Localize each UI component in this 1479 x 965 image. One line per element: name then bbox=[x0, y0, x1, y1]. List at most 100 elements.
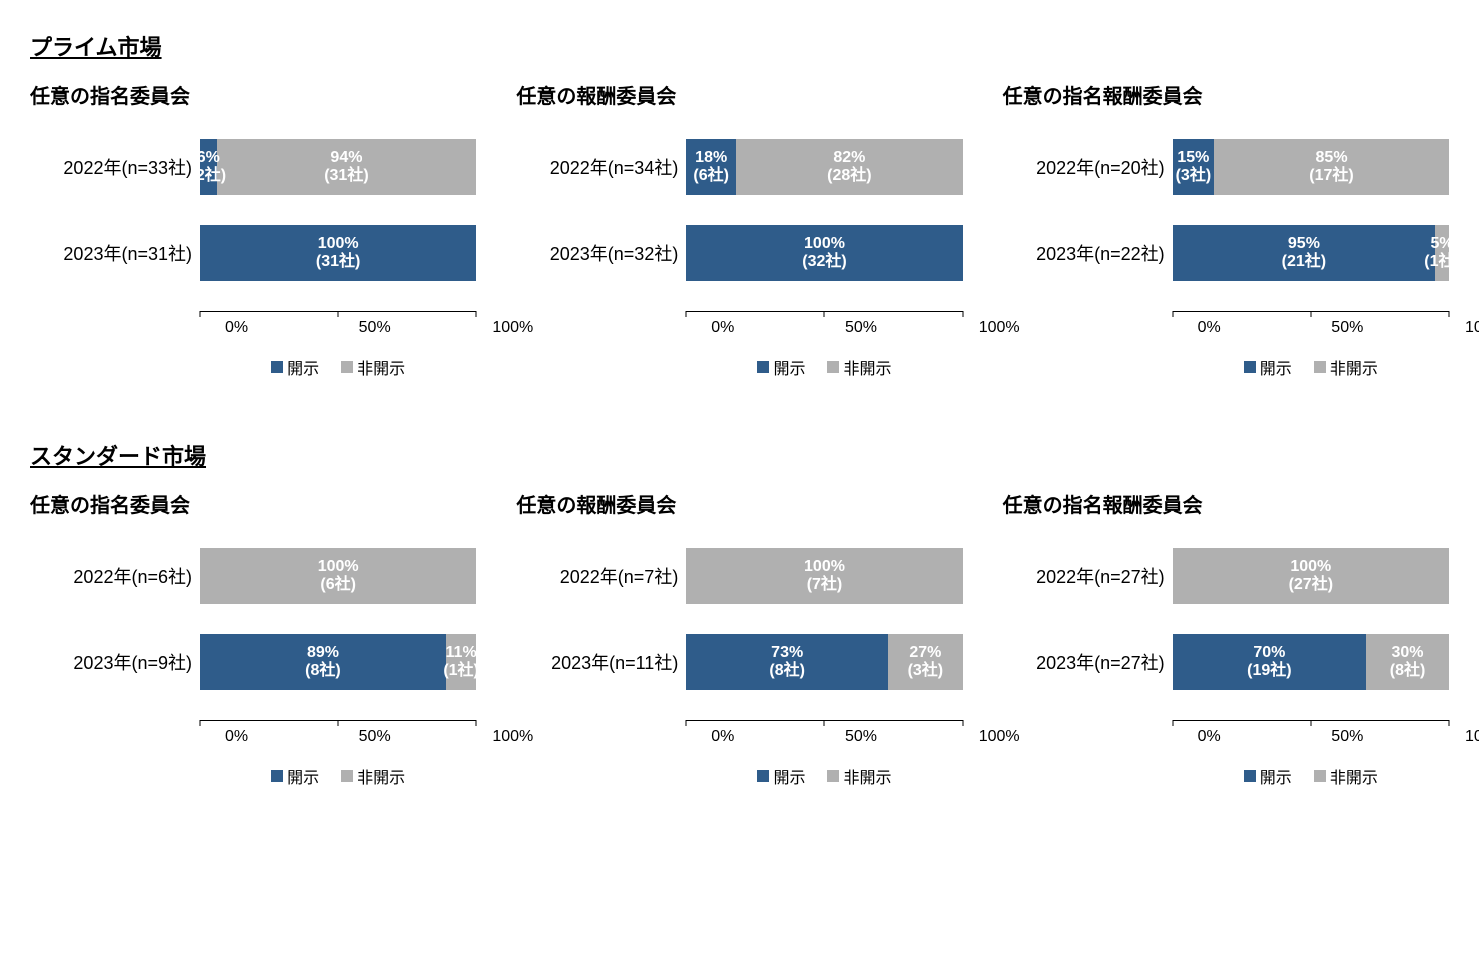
panel-title: 任意の報酬委員会 bbox=[516, 80, 962, 109]
axis-tick-label: 100% bbox=[488, 728, 538, 746]
axis-tick-label: 0% bbox=[698, 319, 748, 337]
axis-tick-label: 100% bbox=[974, 319, 1024, 337]
bar-row: 2022年(n=7社)100%(7社) bbox=[516, 548, 962, 604]
segment-disclosed: 89%(8社) bbox=[200, 634, 446, 690]
bar-row: 2022年(n=27社)100%(27社) bbox=[1003, 548, 1449, 604]
axis-tick: 0% bbox=[1172, 311, 1173, 337]
legend-item-disclosed: 開示 bbox=[757, 355, 805, 379]
axis-tick-label: 0% bbox=[212, 728, 262, 746]
legend-label: 非開示 bbox=[357, 355, 405, 379]
axis-tick-label: 0% bbox=[1184, 728, 1234, 746]
segment-label: 70%(19社) bbox=[1247, 644, 1291, 681]
axis-tick: 50% bbox=[1310, 311, 1311, 337]
legend-swatch bbox=[757, 770, 769, 782]
bar-track: 100%(6社) bbox=[200, 548, 476, 604]
axis-tick-label: 50% bbox=[836, 319, 886, 337]
segment-undisclosed: 5%(1社) bbox=[1435, 225, 1449, 281]
legend-label: 非開示 bbox=[843, 764, 891, 788]
legend-swatch bbox=[271, 361, 283, 373]
bar-track: 100%(27社) bbox=[1173, 548, 1449, 604]
x-axis: 0%50%100% bbox=[1173, 720, 1449, 750]
axis-tick: 0% bbox=[1172, 720, 1173, 746]
row-label: 2022年(n=20社) bbox=[1003, 154, 1173, 180]
row-label: 2023年(n=11社) bbox=[516, 649, 686, 675]
segment-undisclosed: 30%(8社) bbox=[1366, 634, 1449, 690]
legend-item-disclosed: 開示 bbox=[757, 764, 805, 788]
chart-panel: 任意の指名報酬委員会 2022年(n=20社)15%(3社)85%(17社) 202… bbox=[1003, 80, 1449, 379]
segment-undisclosed: 11%(1社) bbox=[446, 634, 476, 690]
legend-label: 非開示 bbox=[1330, 764, 1378, 788]
legend-swatch bbox=[757, 361, 769, 373]
axis-tick: 100% bbox=[476, 311, 477, 337]
axis-tick: 100% bbox=[1448, 311, 1449, 337]
axis-tick-label: 0% bbox=[1184, 319, 1234, 337]
legend-item-undisclosed: 非開示 bbox=[827, 764, 891, 788]
segment-label: 11%(1社) bbox=[443, 644, 479, 681]
panel-title: 任意の指名報酬委員会 bbox=[1003, 489, 1449, 518]
legend-item-undisclosed: 非開示 bbox=[341, 764, 405, 788]
segment-label: 100%(6社) bbox=[318, 558, 359, 595]
axis-tick: 0% bbox=[200, 311, 201, 337]
axis-tick: 0% bbox=[686, 311, 687, 337]
legend-label: 開示 bbox=[1260, 355, 1292, 379]
legend-item-disclosed: 開示 bbox=[1244, 764, 1292, 788]
bar-track: 15%(3社)85%(17社) bbox=[1173, 139, 1449, 195]
axis-tick: 50% bbox=[824, 311, 825, 337]
row-label: 2023年(n=27社) bbox=[1003, 649, 1173, 675]
axis-tick-label: 0% bbox=[698, 728, 748, 746]
axis-tick: 100% bbox=[962, 720, 963, 746]
segment-disclosed: 70%(19社) bbox=[1173, 634, 1366, 690]
legend-item-undisclosed: 非開示 bbox=[827, 355, 891, 379]
bar-row: 2023年(n=22社)95%(21社)5%(1社) bbox=[1003, 225, 1449, 281]
bar-track: 100%(32社) bbox=[686, 225, 962, 281]
bar-track: 100%(7社) bbox=[686, 548, 962, 604]
legend: 開示 非開示 bbox=[200, 355, 476, 379]
bar-row: 2023年(n=11社)73%(8社) 27%(3社) bbox=[516, 634, 962, 690]
bar-track: 18%(6社) 82%(28社) bbox=[686, 139, 962, 195]
x-axis: 0%50%100% bbox=[200, 311, 476, 341]
segment-disclosed: 15%(3社) bbox=[1173, 139, 1214, 195]
row-label: 2023年(n=22社) bbox=[1003, 240, 1173, 266]
row-label: 2023年(n=31社) bbox=[30, 240, 200, 266]
legend-label: 非開示 bbox=[1330, 355, 1378, 379]
bar-track: 73%(8社) 27%(3社) bbox=[686, 634, 962, 690]
segment-disclosed: 6%(2社) bbox=[200, 139, 217, 195]
section-title: プライム市場 bbox=[30, 30, 1449, 62]
legend-swatch bbox=[341, 361, 353, 373]
axis-tick: 100% bbox=[476, 720, 477, 746]
legend-item-disclosed: 開示 bbox=[271, 355, 319, 379]
row-label: 2022年(n=6社) bbox=[30, 563, 200, 589]
segment-undisclosed: 27%(3社) bbox=[888, 634, 963, 690]
chart-panel: 任意の報酬委員会2022年(n=34社)18%(6社)82%(28社)2023年… bbox=[516, 80, 962, 379]
segment-disclosed: 18%(6社) bbox=[686, 139, 736, 195]
axis-tick-label: 50% bbox=[1322, 319, 1372, 337]
segment-disclosed: 100%(31社) bbox=[200, 225, 476, 281]
segment-label: 82%(28社) bbox=[827, 149, 871, 186]
legend: 開示 非開示 bbox=[686, 764, 962, 788]
panel-title: 任意の指名委員会 bbox=[30, 489, 476, 518]
legend-item-disclosed: 開示 bbox=[271, 764, 319, 788]
bar-row: 2022年(n=34社)18%(6社)82%(28社) bbox=[516, 139, 962, 195]
segment-label: 94%(31社) bbox=[324, 149, 368, 186]
row-label: 2022年(n=27社) bbox=[1003, 563, 1173, 589]
legend-swatch bbox=[827, 361, 839, 373]
legend-label: 開示 bbox=[287, 764, 319, 788]
legend: 開示 非開示 bbox=[1173, 764, 1449, 788]
section-title: スタンダード市場 bbox=[30, 439, 1449, 471]
segment-label: 27%(3社) bbox=[908, 644, 944, 681]
segment-disclosed: 95%(21社) bbox=[1173, 225, 1436, 281]
legend-label: 非開示 bbox=[357, 764, 405, 788]
segment-label: 89%(8社) bbox=[305, 644, 341, 681]
segment-label: 100%(31社) bbox=[316, 235, 360, 272]
legend-label: 開示 bbox=[1260, 764, 1292, 788]
segment-label: 30%(8社) bbox=[1390, 644, 1426, 681]
panel-title: 任意の指名報酬委員会 bbox=[1003, 80, 1449, 109]
axis-tick-label: 50% bbox=[1322, 728, 1372, 746]
bar-row: 2022年(n=33社)6%(2社)94%(31社) bbox=[30, 139, 476, 195]
segment-undisclosed: 94%(31社) bbox=[217, 139, 477, 195]
chart-panel: 任意の指名委員会2022年(n=6社)100%(6社)2023年(n=9社)89… bbox=[30, 489, 476, 788]
segment-disclosed: 73%(8社) bbox=[686, 634, 888, 690]
axis-tick: 50% bbox=[824, 720, 825, 746]
axis-tick-label: 100% bbox=[488, 319, 538, 337]
axis-tick-label: 100% bbox=[1460, 728, 1479, 746]
